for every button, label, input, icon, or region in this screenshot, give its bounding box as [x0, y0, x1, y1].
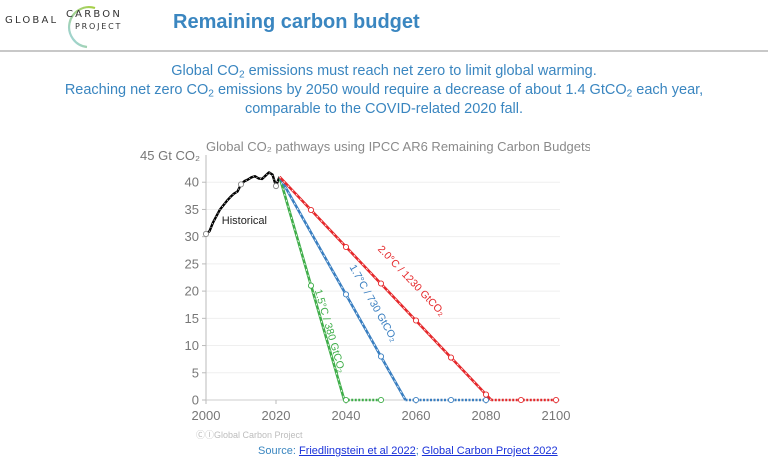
x-tick-label: 2080: [472, 408, 501, 423]
data-point-marker: [377, 353, 385, 360]
data-point-marker: [377, 280, 385, 287]
y-tick-label: 20: [185, 284, 199, 299]
logo-text-global: GLOBAL: [5, 15, 59, 26]
header-divider: [0, 50, 768, 52]
y-tick-label: 15: [185, 311, 199, 326]
data-point-marker: [447, 354, 455, 361]
subtitle-line-1: Global CO2 emissions must reach net zero…: [171, 63, 597, 81]
data-point-marker: [342, 243, 350, 251]
data-point-marker: [482, 391, 490, 398]
y-tick-label: 5: [192, 365, 199, 380]
data-point-marker: [412, 396, 420, 404]
subtitle-line-3: comparable to the COVID-related 2020 fal…: [244, 101, 524, 117]
axes: 0 5 10 15 20 25 30 35 40 2000 2020 2040 2060 2080 2100: [185, 155, 571, 423]
logo-text-project: PROJECT: [75, 22, 123, 31]
source-link-friedlingstein[interactable]: Friedlingstein et al 2022: [298, 445, 416, 457]
data-point-marker: [202, 230, 210, 237]
y-tick-label: 10: [185, 338, 199, 353]
copyright-credit: ⒸⒾGlobal Carbon Project: [196, 430, 303, 440]
subtitle: Global CO2 emissions must reach net zero…: [0, 62, 768, 119]
series-group: [202, 171, 560, 404]
data-point-marker: [377, 396, 385, 404]
x-tick-label: 2000: [192, 408, 221, 423]
series-3: [278, 175, 560, 404]
x-tick-label: 2020: [262, 408, 291, 423]
series-0: [202, 171, 281, 237]
data-point-marker: [237, 181, 245, 188]
chart-title: Global CO₂ pathways using IPCC AR6 Remai…: [206, 139, 590, 154]
data-point-marker: [342, 396, 350, 404]
data-point-marker: [307, 206, 315, 214]
data-point-marker: [307, 282, 315, 289]
y-tick-label: 35: [185, 202, 199, 217]
pathway-decline-line: [278, 175, 493, 401]
page-title: Remaining carbon budget: [173, 11, 420, 33]
series-1: [278, 176, 385, 404]
label-pathway-1: 1.5°C / 380 GtCO₂: [312, 288, 348, 374]
data-point-marker: [447, 396, 455, 404]
logo-arc-icon: [68, 6, 96, 49]
x-tick-label: 2060: [402, 408, 431, 423]
global-carbon-project-logo: GLOBAL CARBON PROJECT: [5, 5, 125, 49]
series-2: [278, 176, 490, 404]
x-tick-label: 2100: [542, 408, 571, 423]
y-tick-label: 30: [185, 229, 199, 244]
pathway-decline-dots: [279, 176, 345, 401]
data-point-marker: [552, 396, 560, 404]
emissions-pathways-chart: Global CO₂ pathways using IPCC AR6 Remai…: [140, 139, 590, 423]
gridlines: [206, 181, 560, 374]
y-tick-label: 0: [192, 393, 199, 408]
label-historical: Historical: [222, 215, 267, 227]
label-pathway-3: 2.0°C / 1230 GtCO₂: [375, 243, 447, 318]
source-link-gcp[interactable]: Global Carbon Project 2022: [421, 445, 558, 457]
header: GLOBAL CARBON PROJECT Remaining carbon b…: [0, 0, 768, 49]
y-tick-label: 40: [185, 175, 199, 190]
source-prefix: Source:: [258, 445, 299, 457]
pathway-decline-dots: [279, 176, 406, 401]
source-line: Source: Friedlingstein et al 2022; Globa…: [258, 445, 558, 457]
x-tick-label: 2040: [332, 408, 361, 423]
source-separator: ;: [415, 445, 422, 457]
y-tick-label: 25: [185, 256, 199, 271]
subtitle-line-2: Reaching net zero CO2 emissions by 2050 …: [64, 82, 704, 100]
data-point-marker: [272, 182, 280, 190]
logo-text-carbon: CARBON: [66, 9, 123, 20]
data-point-marker: [342, 291, 350, 298]
data-point-marker: [412, 317, 420, 324]
data-point-marker: [517, 396, 525, 404]
y-axis-label: 45 Gt CO₂: [140, 148, 200, 163]
